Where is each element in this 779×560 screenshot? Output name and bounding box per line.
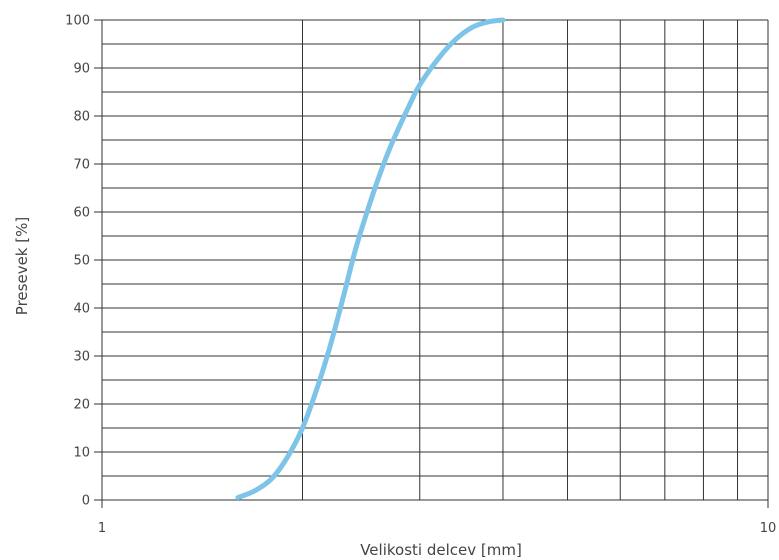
y-axis-label: Presevek [%]: [13, 217, 31, 315]
y-tick-label: 50: [73, 254, 90, 269]
y-tick-label: 30: [73, 350, 90, 365]
series: [235, 17, 506, 501]
y-tick-label: 0: [82, 494, 90, 509]
series-line: [235, 17, 506, 501]
y-tick-label: 70: [73, 158, 90, 173]
x-tick-label: 10: [760, 521, 777, 536]
y-tick-label: 100: [65, 14, 90, 29]
y-tick-label: 60: [73, 206, 90, 221]
y-tick-label: 40: [73, 302, 90, 317]
y-tick-label: 10: [73, 446, 90, 461]
grid: [94, 19, 769, 508]
x-axis-label: Velikosti delcev [mm]: [360, 541, 522, 559]
y-tick-label: 80: [73, 110, 90, 125]
y-tick-label: 90: [73, 62, 90, 77]
x-tick-label: 1: [98, 521, 106, 536]
y-tick-label: 20: [73, 398, 90, 413]
